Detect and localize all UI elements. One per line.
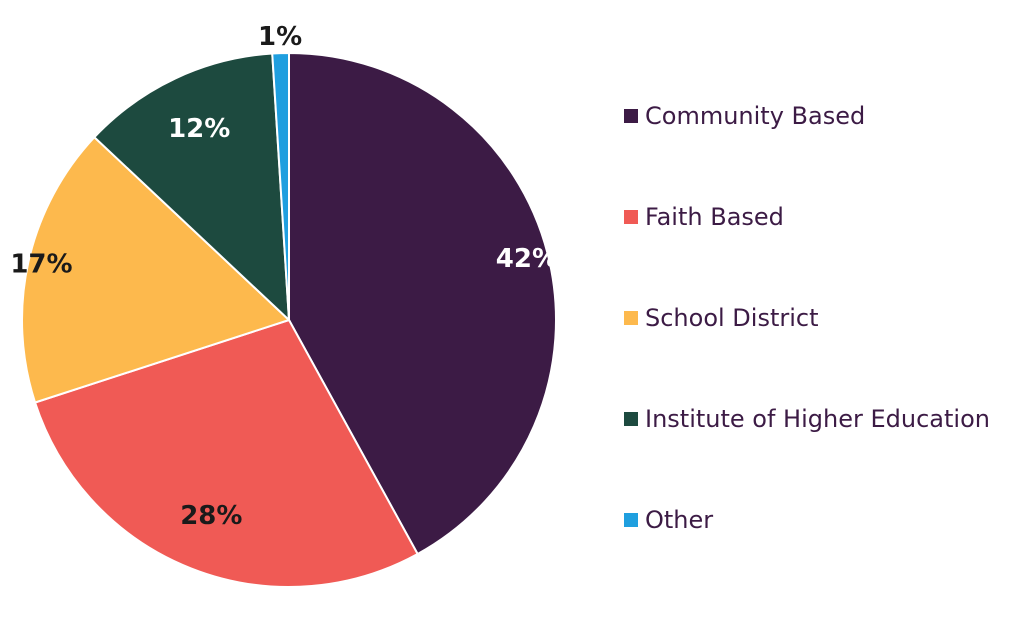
legend-label: Institute of Higher Education — [645, 405, 990, 433]
pie-slice-school-district — [21, 136, 290, 404]
pie-slice-community-based — [288, 52, 557, 555]
legend-swatch — [624, 412, 638, 426]
legend-item-other: Other — [624, 500, 1024, 540]
pie-label-community-based: 42% — [496, 244, 558, 274]
pie-slice-other — [271, 52, 290, 321]
legend-item-faith-based: Faith Based — [624, 197, 1024, 237]
legend-label: Faith Based — [645, 203, 784, 231]
legend-label: School District — [645, 304, 819, 332]
pie-label-faith-based: 28% — [180, 501, 242, 531]
pie-slice-institute-of-higher-education — [93, 52, 290, 321]
legend-swatch — [624, 311, 638, 325]
legend-item-institute-of-higher-education: Institute of Higher Education — [624, 399, 1024, 439]
legend-item-school-district: School District — [624, 298, 1024, 338]
pie-slice-faith-based — [34, 319, 419, 588]
pie-labels: 42% 28% 17% 12% 1% — [10, 22, 558, 531]
legend-label: Other — [645, 506, 714, 534]
legend: Community Based Faith Based School Distr… — [624, 96, 1024, 601]
pie-label-institute-of-higher-education: 12% — [168, 114, 230, 144]
legend-label: Community Based — [645, 102, 866, 130]
pie-label-other: 1% — [258, 22, 302, 52]
legend-swatch — [624, 210, 638, 224]
legend-item-community-based: Community Based — [624, 96, 1024, 136]
legend-swatch — [624, 109, 638, 123]
pie-slices — [21, 52, 557, 588]
legend-swatch — [624, 513, 638, 527]
pie-label-school-district: 17% — [10, 250, 72, 280]
